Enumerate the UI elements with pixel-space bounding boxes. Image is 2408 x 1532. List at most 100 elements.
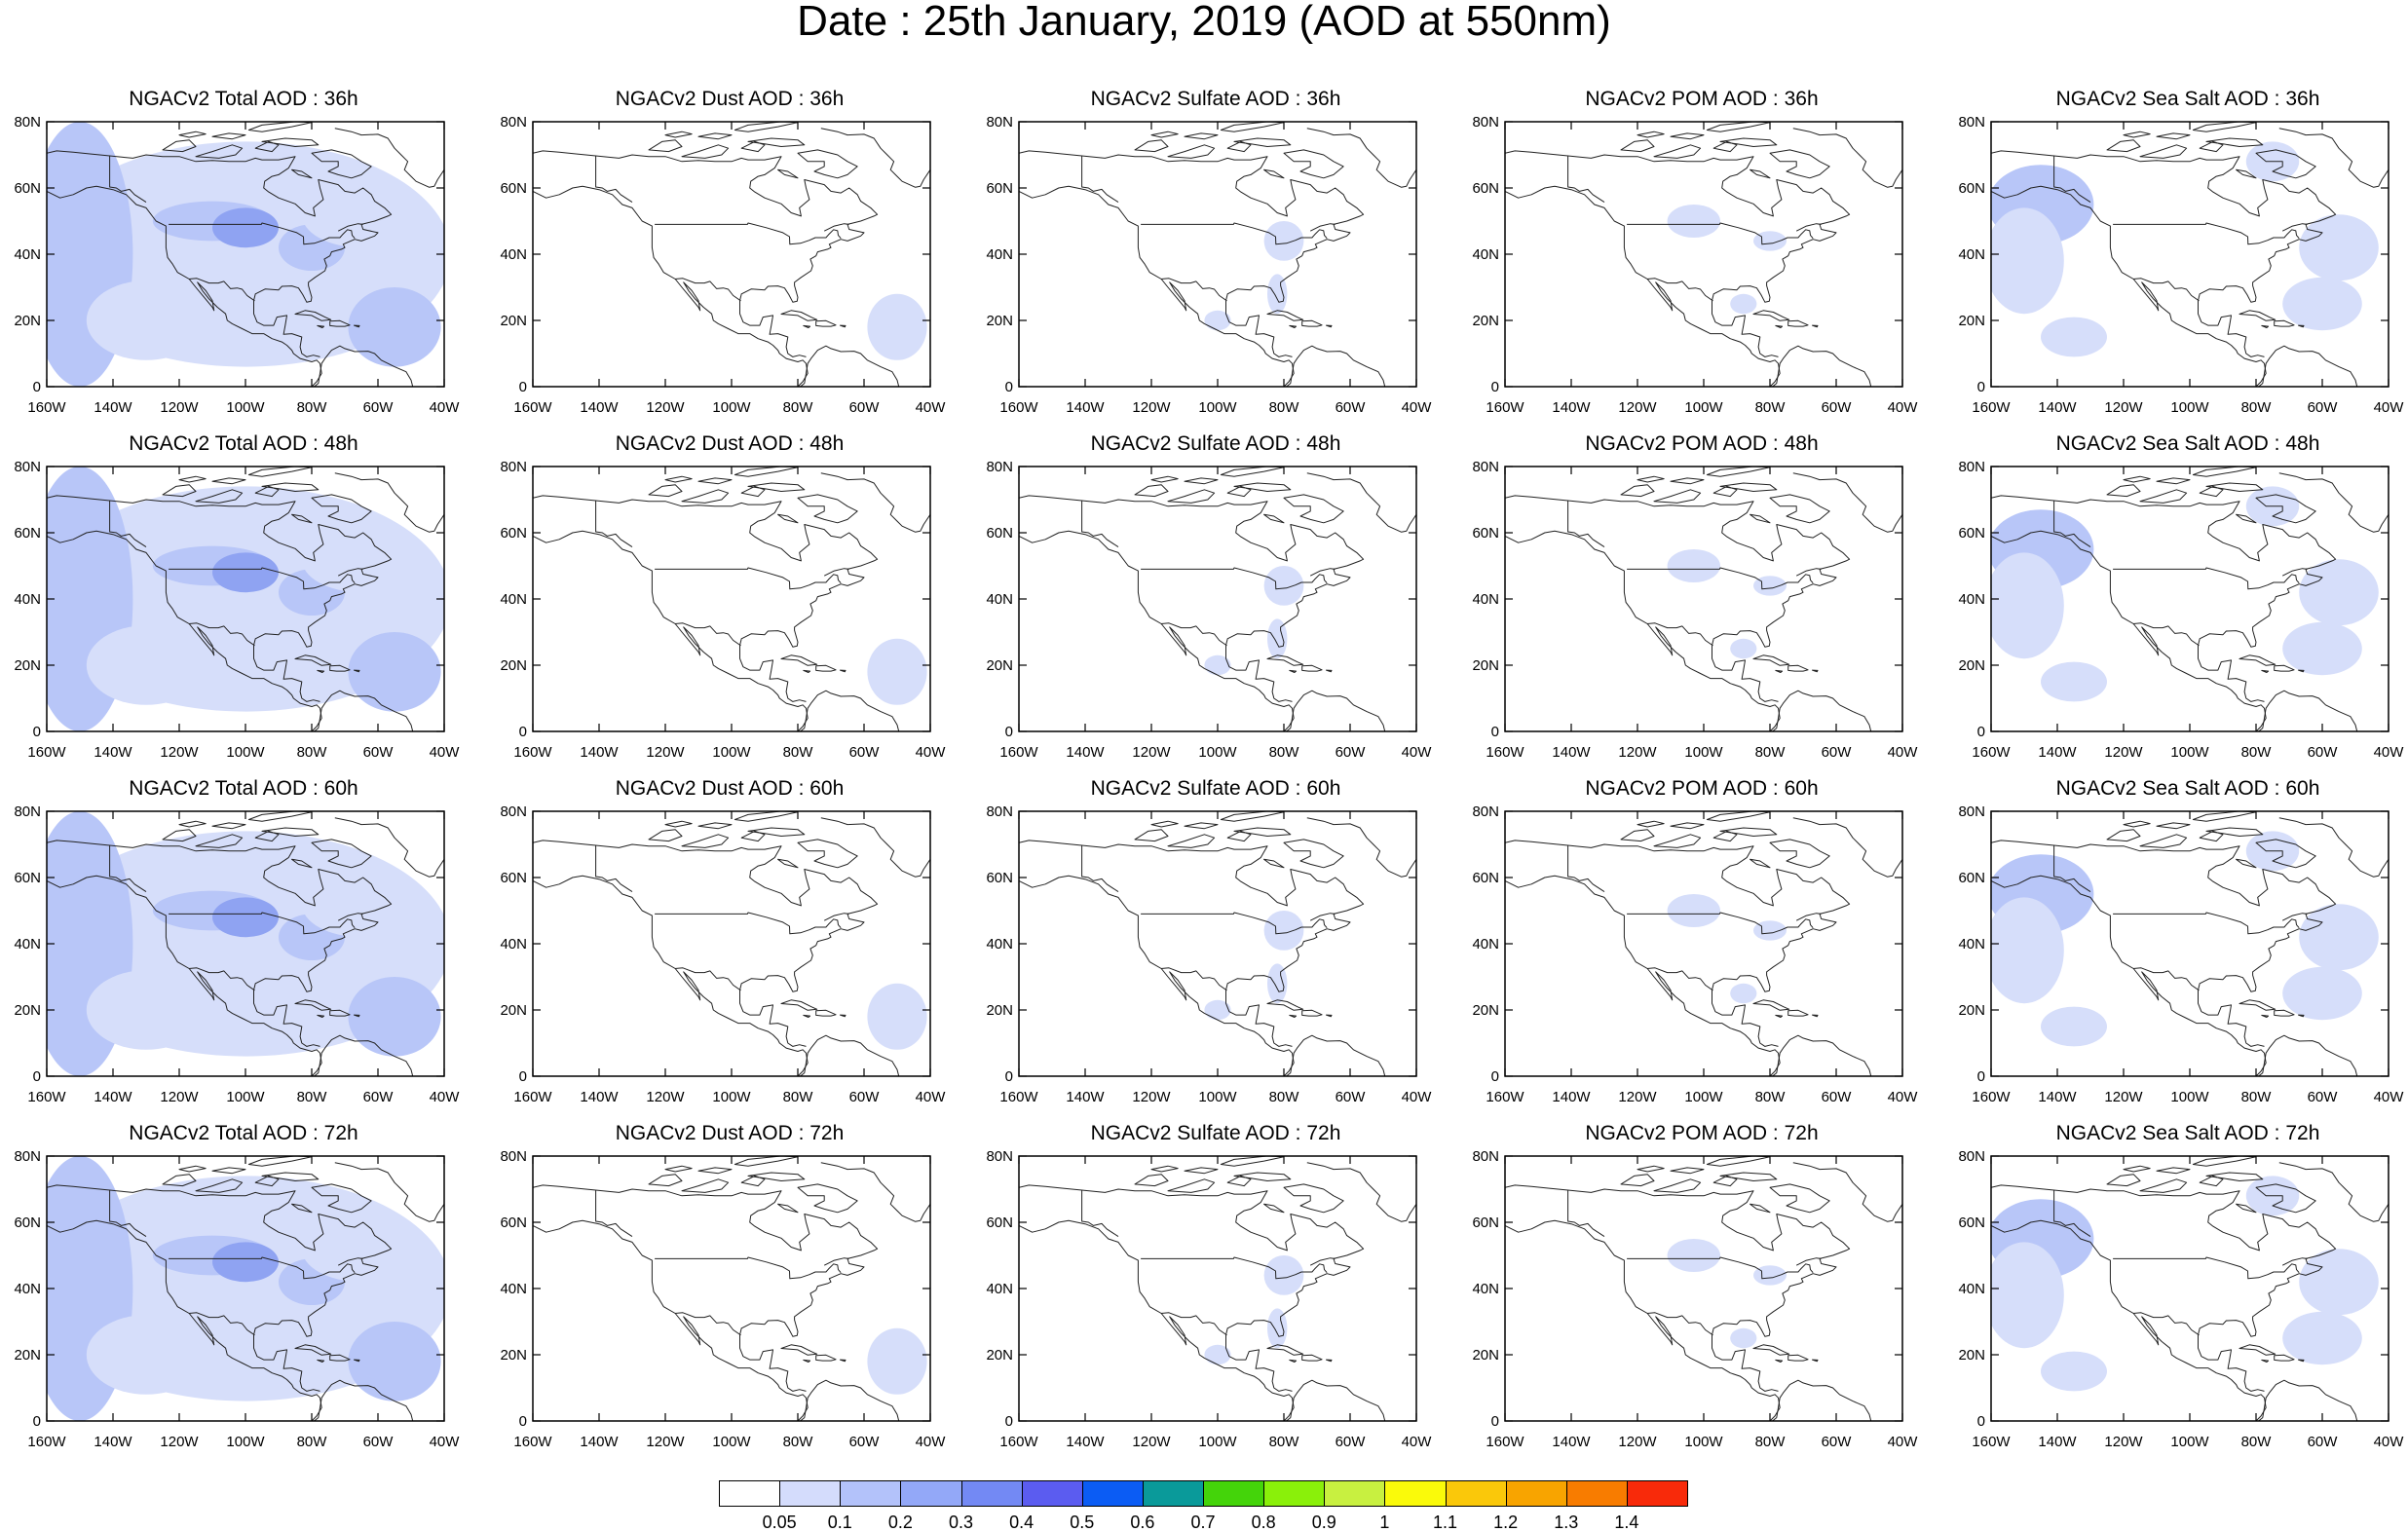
- island: [777, 168, 799, 179]
- lat-tick-label: 0: [519, 724, 527, 740]
- lon-tick-label: 40W: [1888, 1089, 1919, 1105]
- arctic-island: [648, 1174, 683, 1187]
- lat-tick-label: 80N: [986, 114, 1013, 131]
- border-us-mexico: [188, 1312, 255, 1336]
- lon-tick-label: 100W: [712, 399, 751, 416]
- coastline-west: [1019, 875, 1295, 1076]
- aod-shading: [1263, 566, 1304, 606]
- aod-shading: [1267, 618, 1288, 659]
- coastline-south-america: [311, 1379, 414, 1421]
- caribbean-island: [2261, 324, 2270, 328]
- arctic-island: [254, 140, 280, 153]
- lon-tick-label: 140W: [1066, 1434, 1105, 1450]
- lon-tick-label: 100W: [1684, 399, 1723, 416]
- coastline-st-lawrence: [1795, 1257, 1822, 1266]
- coastline-south-america: [797, 1379, 900, 1421]
- caribbean-island: [803, 1014, 811, 1018]
- lat-tick-label: 0: [1005, 1413, 1013, 1430]
- caribbean-island: [1812, 1359, 1819, 1363]
- lon-tick-label: 120W: [646, 1089, 685, 1105]
- arctic-island: [211, 1167, 246, 1175]
- coastline-greenland: [334, 1162, 444, 1222]
- arctic-island: [681, 144, 730, 159]
- lon-tick-label: 60W: [2308, 399, 2339, 416]
- island: [2255, 149, 2316, 179]
- map-panel-sulfate-48h: NGACv2 Sulfate AOD : 48h 80N 60N 40N 20N 0 160…: [972, 345, 1459, 761]
- lon-tick-label: 120W: [1132, 1434, 1171, 1450]
- caribbean-island: [1787, 664, 1809, 672]
- arctic-island: [2205, 827, 2264, 837]
- arctic-island: [2156, 1167, 2191, 1175]
- colorbar-swatch: [1445, 1480, 1507, 1507]
- lon-tick-label: 160W: [999, 744, 1038, 761]
- lat-tick-label: 40N: [1472, 936, 1499, 953]
- map-panel-total-72h: NGACv2 Total AOD : 72h 80N 60N 40N 20N 0 160W 1…: [0, 1034, 487, 1450]
- border-us-canada: [655, 222, 842, 245]
- aod-shading: [867, 1327, 927, 1395]
- border-us-mexico: [2132, 278, 2200, 302]
- arctic-island: [1134, 829, 1169, 842]
- coastline-st-lawrence: [1309, 223, 1336, 232]
- arctic-island: [1653, 834, 1702, 848]
- map-content: [1505, 811, 1902, 1076]
- lon-tick-label: 60W: [2308, 744, 2339, 761]
- lon-tick-label: 100W: [1684, 1434, 1723, 1450]
- lat-tick-label: 80N: [1958, 459, 1985, 475]
- map-panel-seasalt-72h: NGACv2 Sea Salt AOD : 72h 80N 60N 40N 20N 0 16…: [1944, 1034, 2408, 1450]
- lon-tick-label: 140W: [2038, 1089, 2077, 1105]
- colorbar-swatch: [960, 1480, 1023, 1507]
- arctic-island: [681, 834, 730, 848]
- map-panel-sulfate-36h: NGACv2 Sulfate AOD : 36h 80N 60N 40N 20N 0 160…: [972, 0, 1459, 416]
- lat-tick-label: 0: [1491, 1068, 1499, 1085]
- lat-tick-label: 60N: [500, 525, 527, 542]
- arctic-island: [1226, 140, 1252, 153]
- arctic-island: [162, 484, 197, 498]
- map-plot: 80N 60N 40N 20N 0 160W 140W 120W 100W 80W 60W 40W: [500, 1148, 946, 1450]
- island: [1769, 1183, 1830, 1214]
- lon-tick-label: 100W: [712, 1089, 751, 1105]
- coastline-west: [1019, 185, 1295, 387]
- arctic-island: [681, 489, 730, 504]
- coastline-west: [1505, 875, 1781, 1076]
- arctic-island: [1226, 1175, 1252, 1187]
- lat-tick-label: 20N: [1958, 1347, 1985, 1364]
- border-alaska: [109, 1190, 147, 1238]
- border-us-canada: [1141, 567, 1328, 590]
- coastline-south-america: [797, 1034, 900, 1076]
- aod-shading: [86, 970, 207, 1050]
- lon-tick-label: 140W: [580, 399, 619, 416]
- lon-tick-label: 160W: [1486, 1089, 1524, 1105]
- border-alaska: [109, 501, 147, 548]
- arctic-island: [261, 137, 320, 147]
- aod-shading: [2299, 214, 2379, 281]
- map-plot: 80N 60N 40N 20N 0 160W 140W 120W 100W 80W 60W 40W: [986, 803, 1432, 1105]
- island: [1750, 168, 1771, 179]
- caribbean-island: [1289, 324, 1298, 328]
- map-content: [533, 122, 930, 387]
- lat-tick-label: 80N: [500, 1148, 527, 1165]
- arctic-island: [1167, 1178, 1216, 1193]
- arctic-island: [254, 830, 280, 842]
- lon-tick-label: 120W: [160, 399, 199, 416]
- arctic-island: [1670, 477, 1705, 485]
- map-content: [533, 1156, 930, 1421]
- arctic-island: [2192, 467, 2257, 477]
- aod-shading: [2041, 317, 2107, 357]
- caribbean-island: [317, 324, 325, 328]
- coastline-south-america: [1283, 345, 1386, 387]
- border-us-mexico: [188, 278, 255, 302]
- lon-tick-label: 60W: [849, 744, 881, 761]
- island: [1283, 1183, 1344, 1214]
- coastline-greenland: [1306, 1162, 1416, 1222]
- lon-tick-label: 160W: [27, 1089, 66, 1105]
- caribbean-island: [840, 324, 847, 328]
- figure-title: Date : 25th January, 2019 (AOD at 550nm): [797, 0, 1611, 45]
- coastline-st-lawrence: [337, 223, 363, 232]
- map-content: [533, 811, 930, 1076]
- arctic-island: [734, 1156, 799, 1167]
- coastline-west: [1991, 1219, 2267, 1421]
- lon-tick-label: 160W: [1972, 399, 2011, 416]
- coastline-greenland: [820, 817, 930, 878]
- lat-tick-label: 40N: [986, 936, 1013, 953]
- lat-tick-label: 20N: [500, 1347, 527, 1364]
